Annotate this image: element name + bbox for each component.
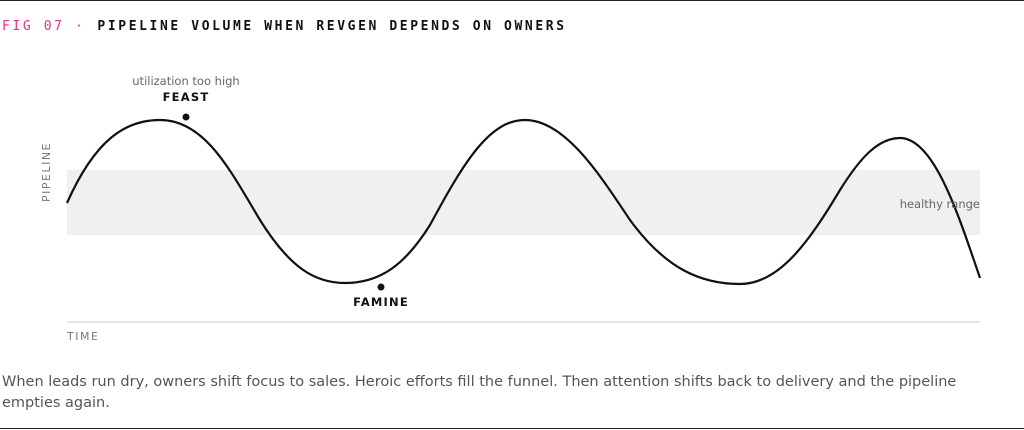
top-rule <box>0 0 1024 1</box>
healthy-band <box>67 170 980 235</box>
famine-label: FAMINE <box>353 295 409 309</box>
feast-dot <box>182 113 190 121</box>
y-axis-label: PIPELINE <box>40 142 53 202</box>
bottom-rule <box>0 428 1024 429</box>
feast-label: FEAST <box>163 90 210 104</box>
caption: When leads run dry, owners shift focus t… <box>2 374 957 411</box>
figure-header: FIG 07 · PIPELINE VOLUME WHEN REVGEN DEPE… <box>2 19 567 34</box>
band-label: healthy range <box>900 197 980 211</box>
figure-label: FIG 07 · <box>2 19 86 34</box>
x-axis-label: TIME <box>66 330 99 343</box>
figure-title: PIPELINE VOLUME WHEN REVGEN DEPENDS ON O… <box>97 19 567 34</box>
pipeline-wave <box>65 118 982 286</box>
famine-dot <box>377 283 385 291</box>
feast-note: utilization too high <box>132 74 239 88</box>
